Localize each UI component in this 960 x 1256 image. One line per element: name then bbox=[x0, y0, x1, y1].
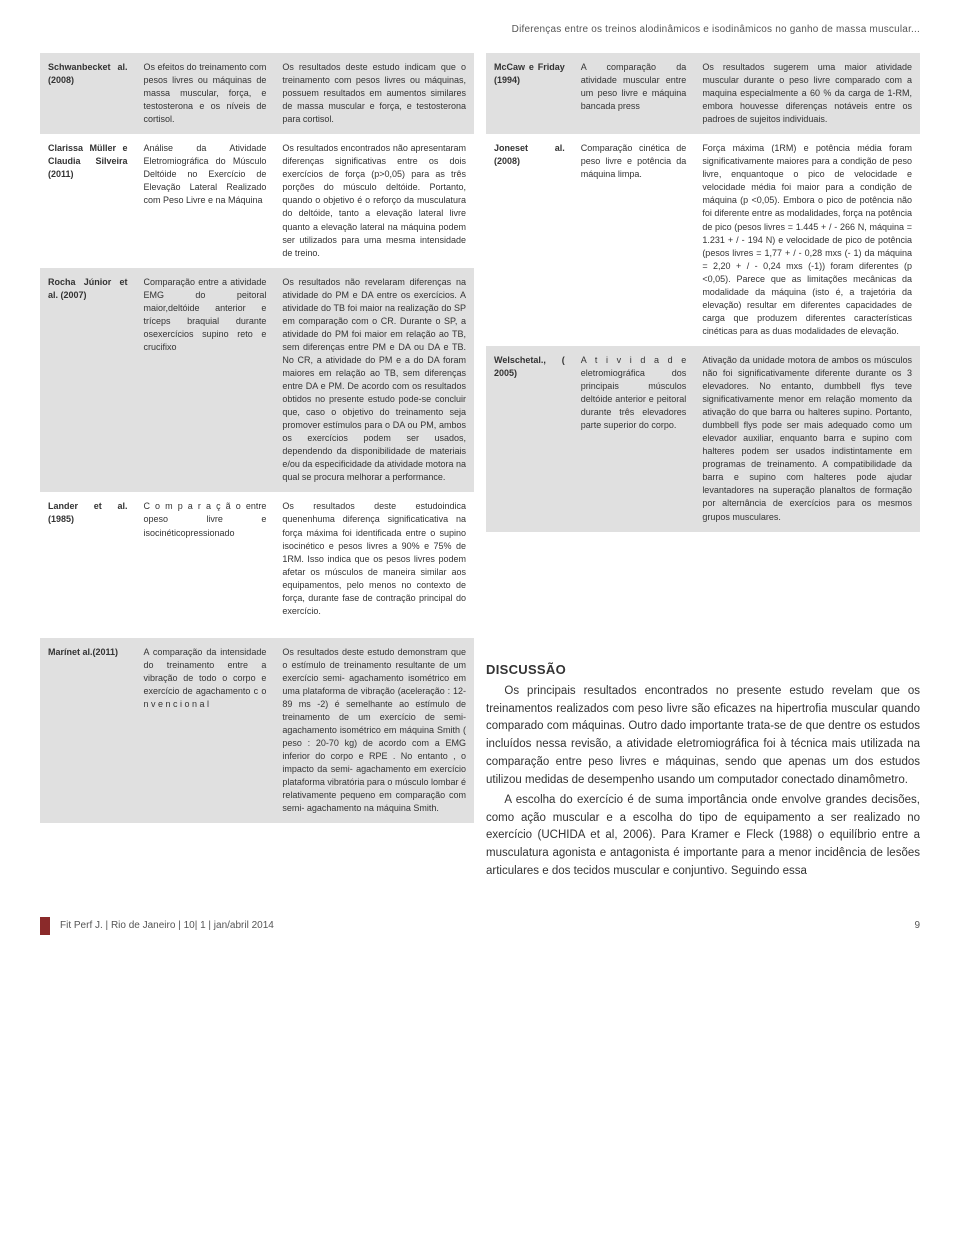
studies-table-lower: Marínet al.(2011)A comparação da intensi… bbox=[40, 638, 474, 824]
study-author-cell: Joneset al. (2008) bbox=[486, 134, 573, 346]
study-author-cell: Rocha Júnior et al. (2007) bbox=[40, 268, 135, 493]
study-method-cell: A comparação da intensidade do treinamen… bbox=[135, 638, 274, 824]
study-method-cell: C o m p a r a ç ã o entre opeso livre e … bbox=[135, 492, 274, 625]
study-result-cell: Os resultados deste estudoindica quenenh… bbox=[274, 492, 474, 625]
footer-citation: Fit Perf J. | Rio de Janeiro | 10| 1 | j… bbox=[60, 920, 274, 931]
table-row: Welschetal., ( 2005)A t i v i d a d e el… bbox=[486, 346, 920, 532]
discussion-paragraph: Os principais resultados encontrados no … bbox=[486, 683, 920, 790]
running-head: Diferenças entre os treinos alodinâmicos… bbox=[40, 24, 920, 35]
study-author-cell: Welschetal., ( 2005) bbox=[486, 346, 573, 532]
table-row: Joneset al. (2008)Comparação cinética de… bbox=[486, 134, 920, 346]
study-author-cell: Schwanbecket al. (2008) bbox=[40, 53, 135, 134]
studies-table-left: Schwanbecket al. (2008)Os efeitos do tre… bbox=[40, 53, 474, 626]
study-result-cell: Os resultados deste estudo indicam que o… bbox=[274, 53, 474, 134]
study-author-cell: Lander et al. (1985) bbox=[40, 492, 135, 625]
study-result-cell: Ativação da unidade motora de ambos os m… bbox=[694, 346, 920, 532]
study-method-cell: Comparação entre a atividade EMG do peit… bbox=[135, 268, 274, 493]
two-column-tables: Schwanbecket al. (2008)Os efeitos do tre… bbox=[40, 53, 920, 626]
study-result-cell: Os resultados não revelaram diferenças n… bbox=[274, 268, 474, 493]
study-method-cell: Comparação cinética de peso livre e potê… bbox=[573, 134, 695, 346]
study-method-cell: A t i v i d a d e eletromiográfica dos p… bbox=[573, 346, 695, 532]
footer-accent-bar bbox=[40, 917, 50, 935]
table-row: Clarissa Müller e Claudia Silveira (2011… bbox=[40, 134, 474, 267]
discussion-heading: DISCUSSÃO bbox=[486, 662, 920, 677]
study-author-cell: Marínet al.(2011) bbox=[40, 638, 135, 824]
studies-table-right: McCaw e Friday (1994)A comparação da ati… bbox=[486, 53, 920, 532]
discussion-paragraph: A escolha do exercício é de suma importâ… bbox=[486, 792, 920, 881]
study-result-cell: Força máxima (1RM) e potência média fora… bbox=[694, 134, 920, 346]
table-row: Marínet al.(2011)A comparação da intensi… bbox=[40, 638, 474, 824]
study-author-cell: Clarissa Müller e Claudia Silveira (2011… bbox=[40, 134, 135, 267]
table-row: Schwanbecket al. (2008)Os efeitos do tre… bbox=[40, 53, 474, 134]
footer-page-number: 9 bbox=[914, 920, 920, 931]
discussion-section: DISCUSSÃO Os principais resultados encon… bbox=[486, 662, 920, 883]
study-method-cell: Análise da Atividade Eletromiográfica do… bbox=[135, 134, 274, 267]
study-result-cell: Os resultados encontrados não apresentar… bbox=[274, 134, 474, 267]
study-result-cell: Os resultados sugerem uma maior atividad… bbox=[694, 53, 920, 134]
right-table-column: McCaw e Friday (1994)A comparação da ati… bbox=[486, 53, 920, 626]
study-method-cell: A comparação da atividade muscular entre… bbox=[573, 53, 695, 134]
study-result-cell: Os resultados deste estudo demonstram qu… bbox=[274, 638, 474, 824]
left-table-column: Schwanbecket al. (2008)Os efeitos do tre… bbox=[40, 53, 474, 626]
table-row: Lander et al. (1985)C o m p a r a ç ã o … bbox=[40, 492, 474, 625]
table-row: Rocha Júnior et al. (2007)Comparação ent… bbox=[40, 268, 474, 493]
lower-left-column: Marínet al.(2011)A comparação da intensi… bbox=[40, 638, 474, 883]
table-row: McCaw e Friday (1994)A comparação da ati… bbox=[486, 53, 920, 134]
study-author-cell: McCaw e Friday (1994) bbox=[486, 53, 573, 134]
page-footer: Fit Perf J. | Rio de Janeiro | 10| 1 | j… bbox=[40, 917, 920, 935]
lower-columns: Marínet al.(2011)A comparação da intensi… bbox=[40, 638, 920, 883]
study-method-cell: Os efeitos do treinamento com pesos livr… bbox=[135, 53, 274, 134]
